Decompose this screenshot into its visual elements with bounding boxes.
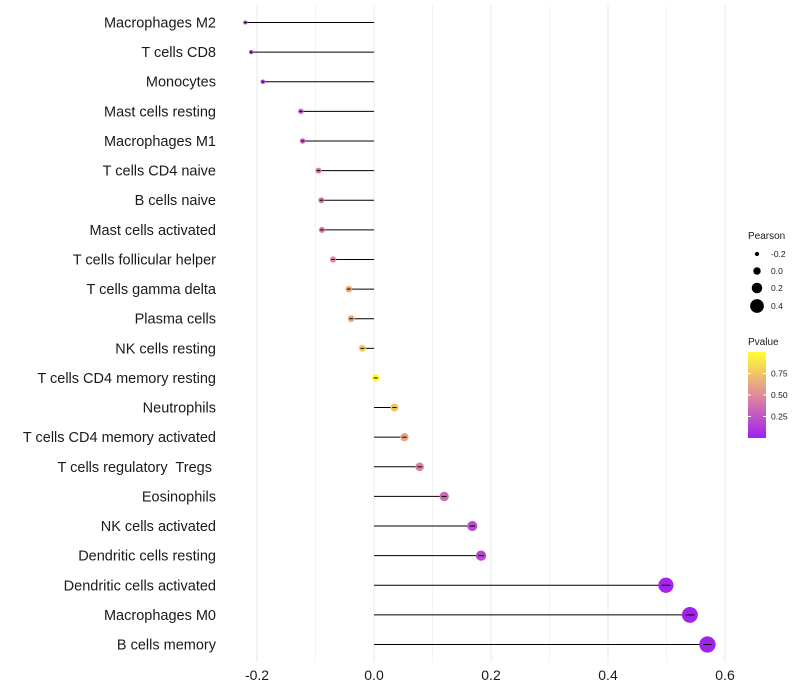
color-legend-tick-label: 0.75 (771, 369, 788, 379)
category-label: Monocytes (146, 75, 216, 91)
category-label: T cells CD4 naive (103, 164, 216, 180)
size-legend-label: 0.0 (771, 266, 783, 276)
size-legend-title: Pearson (748, 231, 785, 242)
x-axis-ticks: -0.2 0.0 0.2 0.4 0.6 (245, 667, 735, 683)
category-label: Macrophages M2 (104, 16, 216, 32)
category-label: T cells CD4 memory resting (37, 371, 216, 387)
category-labels: Macrophages M2 T cells CD8 Monocytes Mast c… (23, 16, 217, 654)
category-label: Plasma cells (135, 312, 216, 328)
size-legend-label: -0.2 (771, 249, 786, 259)
color-legend-bar (748, 352, 766, 438)
size-legend-dot (753, 267, 761, 275)
category-label: T cells CD8 (141, 45, 216, 61)
category-label: T cells gamma delta (87, 282, 217, 298)
category-label: Neutrophils (143, 401, 216, 417)
x-tick-label: 0.0 (364, 667, 384, 683)
x-tick-label: 0.6 (715, 667, 735, 683)
category-label: B cells naive (135, 193, 216, 209)
color-legend-tick-label: 0.50 (771, 390, 788, 400)
size-legend-items: -0.2 0.0 0.2 0.4 (750, 249, 786, 313)
stems (245, 22, 708, 646)
category-label: NK cells resting (115, 341, 216, 357)
category-label: T cells follicular helper (73, 252, 216, 268)
category-label: Dendritic cells resting (78, 549, 216, 565)
size-legend-label: 0.4 (771, 301, 783, 311)
size-legend-dot (750, 299, 764, 313)
color-legend-ticks: 0.25 0.50 0.75 (748, 369, 788, 422)
category-label: T cells regulatory Tregs (58, 460, 217, 476)
category-label: Macrophages M0 (104, 608, 216, 624)
size-legend-dot (754, 251, 760, 257)
size-legend-dot (751, 282, 763, 294)
category-label: T cells CD4 memory activated (23, 430, 216, 446)
category-label: Mast cells activated (89, 223, 216, 239)
category-label: B cells memory (117, 638, 217, 654)
category-label: NK cells activated (101, 519, 216, 535)
category-label: Macrophages M1 (104, 134, 216, 150)
x-tick-label: -0.2 (245, 667, 269, 683)
x-tick-label: 0.4 (598, 667, 618, 683)
category-label: Mast cells resting (104, 104, 216, 120)
grid-lines (256, 5, 726, 662)
points (243, 20, 716, 653)
legend: Pearson -0.2 0.0 0.2 0.4 Pvalue 0.25 0.50 0.7… (748, 231, 788, 438)
category-label: Eosinophils (142, 489, 216, 505)
size-legend-label: 0.2 (771, 283, 783, 293)
x-tick-label: 0.2 (481, 667, 501, 683)
color-legend-tick-label: 0.25 (771, 412, 788, 422)
color-legend-title: Pvalue (748, 337, 779, 348)
category-label: Dendritic cells activated (64, 578, 216, 594)
